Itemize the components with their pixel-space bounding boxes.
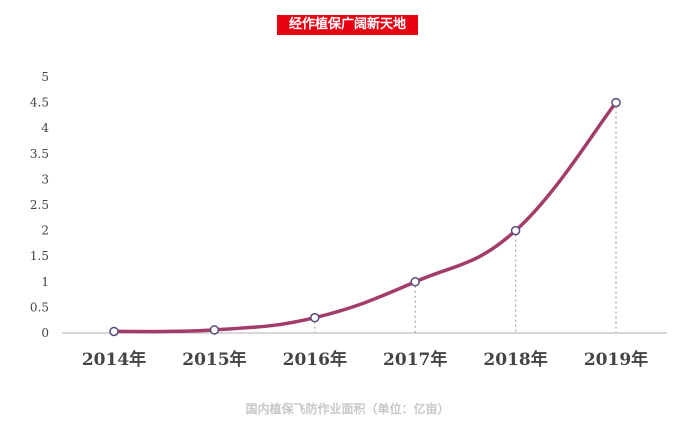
data-point — [209, 325, 220, 335]
title-banner: 经作植保广阔新天地 — [277, 15, 418, 35]
y-tick-label: 1.5 — [30, 249, 49, 263]
y-tick-label: 4 — [41, 121, 49, 135]
y-tick-label: 2 — [41, 224, 49, 238]
x-tick-label: 2018年 — [483, 349, 547, 370]
y-tick-labels: 0 0.5 1 1.5 2 2.5 3 3.5 4 4.5 5 — [30, 70, 49, 340]
data-point — [611, 97, 621, 108]
y-tick-label: 0.5 — [30, 300, 49, 314]
data-points — [109, 97, 621, 337]
y-tick-label: 2.5 — [30, 198, 49, 212]
y-tick-label: 0 — [41, 326, 49, 340]
x-tick-label: 2014年 — [82, 349, 146, 370]
data-point — [310, 312, 320, 323]
x-tick-label: 2016年 — [283, 349, 347, 370]
y-tick-label: 3 — [41, 172, 49, 186]
y-tick-label: 1 — [41, 275, 49, 289]
x-tick-label: 2015年 — [182, 349, 246, 370]
data-point — [410, 277, 420, 287]
y-tick-label: 3.5 — [30, 147, 49, 161]
y-tick-label: 5 — [41, 70, 49, 84]
data-point — [109, 326, 119, 337]
y-tick-label: 4.5 — [30, 96, 49, 110]
x-tick-label: 2019年 — [584, 349, 648, 370]
x-tick-labels: 2014年 2015年 2016年 2017年 2018年 2019年 — [82, 349, 648, 370]
series-line — [112, 100, 618, 334]
x-axis-caption: 国内植保飞防作业面积（单位：亿亩） — [245, 402, 450, 416]
data-point — [510, 225, 521, 236]
drop-lines — [213, 106, 617, 334]
x-tick-label: 2017年 — [383, 349, 447, 370]
